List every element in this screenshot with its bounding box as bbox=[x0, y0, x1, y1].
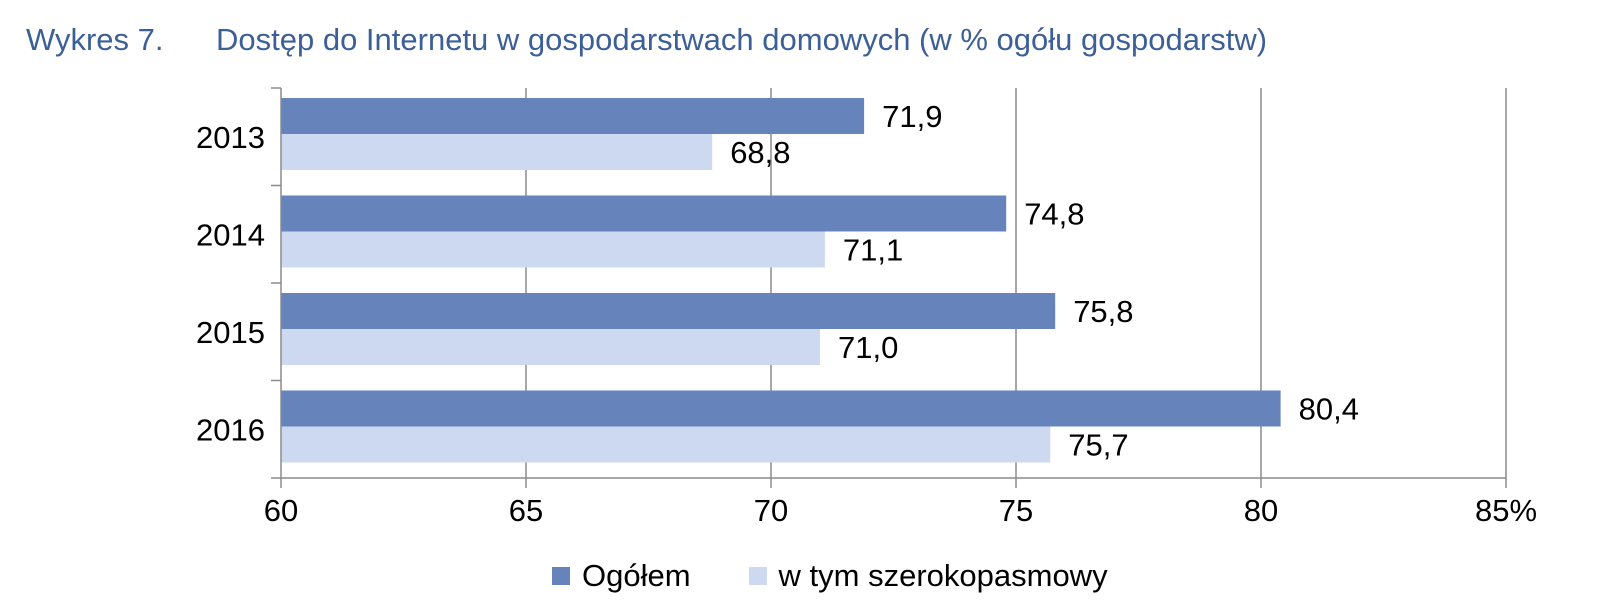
chart-title-number: Wykres 7. bbox=[26, 22, 164, 57]
data-label-2015-ogolem: 75,8 bbox=[1073, 294, 1133, 329]
bar-2014-ogolem bbox=[281, 195, 1007, 232]
chart-title-row: Wykres 7. Dostęp do Internetu w gospodars… bbox=[26, 22, 1267, 74]
x-tick-label-65: 65 bbox=[509, 493, 543, 528]
axes: 2013 2014 2015 2016 60 65 70 75 80 85% bbox=[196, 87, 1537, 528]
x-tick-label-85: 85% bbox=[1475, 493, 1537, 528]
x-tick-label-60: 60 bbox=[264, 493, 298, 528]
data-label-2014-szerokopasmowy: 71,1 bbox=[843, 233, 903, 268]
data-label-2015-szerokopasmowy: 71,0 bbox=[838, 330, 898, 365]
data-labels: 71,9 68,8 74,8 71,1 75,8 71,0 80,4 75,7 bbox=[730, 99, 1359, 463]
data-label-2014-ogolem: 74,8 bbox=[1024, 197, 1084, 232]
bar-2015-szerokopasmowy bbox=[281, 329, 820, 365]
legend-item-szerokopasmowy: w tym szerokopasmowy bbox=[748, 558, 1108, 594]
data-label-2013-ogolem: 71,9 bbox=[882, 99, 942, 134]
x-tick-label-70: 70 bbox=[754, 493, 788, 528]
legend: Ogółem w tym szerokopasmowy bbox=[552, 556, 1166, 596]
bars bbox=[281, 98, 1281, 463]
legend-swatch-szerokopasmowy bbox=[748, 567, 767, 585]
y-tick-label-2016: 2016 bbox=[196, 412, 265, 447]
bar-2014-szerokopasmowy bbox=[281, 231, 825, 268]
y-tick-label-2014: 2014 bbox=[196, 217, 265, 252]
bar-2016-szerokopasmowy bbox=[281, 426, 1051, 463]
legend-label-ogolem: Ogółem bbox=[582, 558, 691, 593]
x-tick-label-80: 80 bbox=[1244, 493, 1278, 528]
x-tick-label-75: 75 bbox=[999, 493, 1033, 528]
y-tick-label-2015: 2015 bbox=[196, 315, 265, 350]
data-label-2016-ogolem: 80,4 bbox=[1299, 392, 1359, 427]
bar-2016-ogolem bbox=[281, 390, 1281, 427]
chart-title: Dostęp do Internetu w gospodarstwach dom… bbox=[216, 22, 1268, 57]
bar-2013-ogolem bbox=[281, 98, 865, 134]
bar-2015-ogolem bbox=[281, 293, 1056, 329]
legend-item-ogolem: Ogółem bbox=[552, 558, 691, 594]
bar-chart: 2013 2014 2015 2016 60 65 70 75 80 85% 71,9 68,8 74… bbox=[196, 87, 1537, 528]
bar-2013-szerokopasmowy bbox=[281, 134, 713, 170]
data-label-2016-szerokopasmowy: 75,7 bbox=[1068, 428, 1128, 463]
y-tick-label-2013: 2013 bbox=[196, 120, 265, 155]
legend-swatch-ogolem bbox=[552, 567, 570, 585]
data-label-2013-szerokopasmowy: 68,8 bbox=[730, 135, 790, 170]
legend-label-szerokopasmowy: w tym szerokopasmowy bbox=[778, 558, 1108, 593]
